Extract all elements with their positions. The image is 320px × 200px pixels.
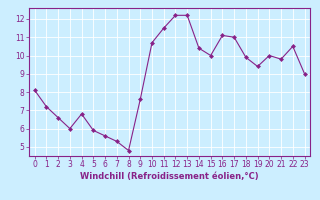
X-axis label: Windchill (Refroidissement éolien,°C): Windchill (Refroidissement éolien,°C) xyxy=(80,172,259,181)
